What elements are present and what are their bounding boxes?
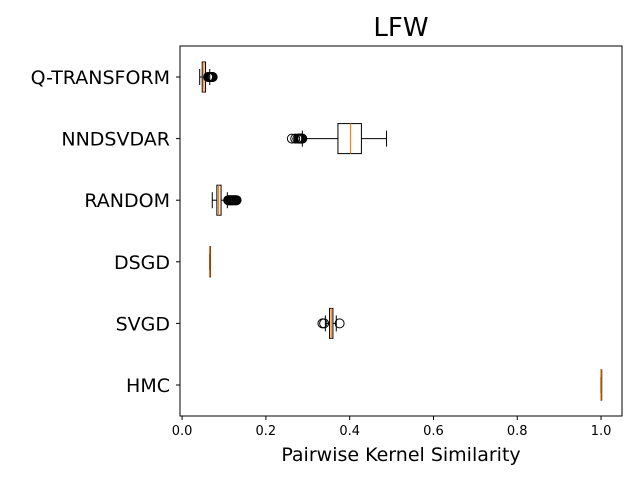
y-axis: Q-TRANSFORM NNDSVDAR RANDOM DSGD SVGD HMC — [31, 67, 180, 397]
box-hmc — [600, 369, 603, 401]
box-nndsvdar — [286, 123, 388, 155]
box-svgd — [317, 307, 345, 339]
x-tick-label: 0.0 — [172, 424, 193, 439]
x-axis-label: Pairwise Kernel Similarity — [281, 444, 520, 466]
plot-area — [180, 46, 622, 416]
outlier-point — [207, 72, 218, 82]
y-tick-label: Q-TRANSFORM — [31, 67, 170, 89]
box-random — [211, 184, 242, 216]
y-tick-label: DSGD — [114, 252, 170, 274]
outlier-point — [231, 195, 242, 206]
box-iqr — [337, 123, 362, 155]
x-tick-label: 0.8 — [507, 424, 528, 439]
boxes-layer — [199, 61, 603, 401]
x-tick-label: 1.0 — [591, 424, 612, 439]
outlier-point — [297, 133, 308, 144]
x-tick-label: 0.2 — [256, 424, 277, 439]
y-tick-label: RANDOM — [84, 190, 170, 212]
outlier-point — [319, 318, 330, 329]
box-q-transform — [199, 61, 218, 93]
plot-frame — [179, 45, 623, 417]
x-axis: 0.0 0.2 0.4 0.6 0.8 1.0 — [172, 416, 612, 439]
chart-title: LFW — [373, 13, 428, 43]
x-tick-label: 0.4 — [339, 424, 360, 439]
x-tick-label: 0.6 — [423, 424, 444, 439]
y-tick-label: NNDSVDAR — [61, 129, 170, 151]
outlier-point — [334, 318, 345, 329]
y-tick-label: SVGD — [116, 313, 170, 335]
y-tick-label: HMC — [126, 375, 170, 397]
box-dsgd — [209, 246, 212, 278]
